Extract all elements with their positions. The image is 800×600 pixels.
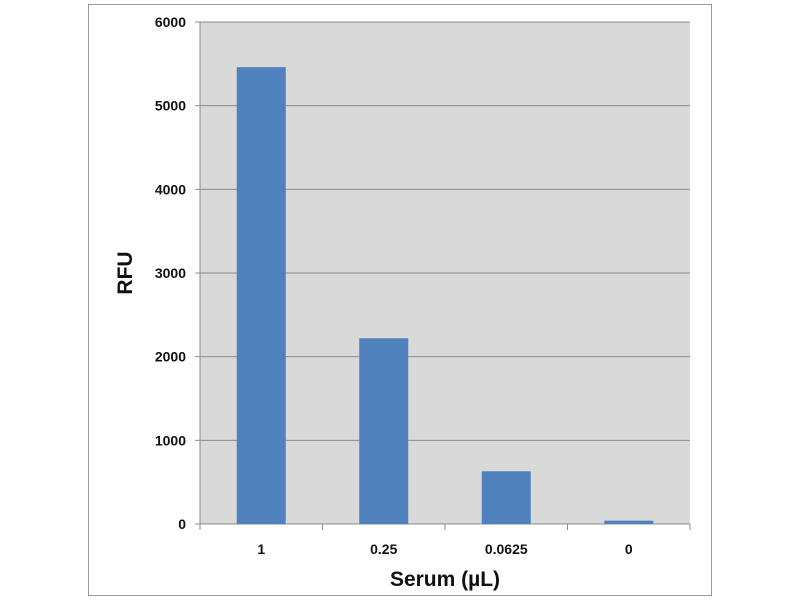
bar-1	[236, 67, 286, 525]
y-tick-label: 2000	[155, 349, 186, 365]
y-axis-label: RFU	[114, 251, 137, 294]
bar-0	[604, 520, 654, 524]
x-tick-label: 1	[257, 541, 265, 557]
y-tick-label: 5000	[155, 98, 186, 114]
chart-frame	[88, 4, 712, 596]
y-tick-label: 1000	[155, 432, 186, 448]
y-tick-label: 6000	[155, 14, 186, 30]
bar-0.0625	[481, 471, 531, 524]
y-tick-label: 4000	[155, 181, 186, 197]
x-tick-label: 0	[625, 541, 633, 557]
bars	[236, 67, 654, 525]
y-tick-label: 3000	[155, 265, 186, 281]
x-tick-label: 0.0625	[485, 541, 528, 557]
x-axis-label: Serum (µL)	[390, 568, 500, 591]
x-tick-label: 0.25	[370, 541, 397, 557]
y-tick-label: 0	[178, 516, 186, 532]
bar-0.25	[359, 338, 409, 524]
x-tick-labels: 1 0.25 0.0625 0	[257, 541, 633, 557]
y-tick-labels: 0 1000 2000 3000 4000 5000 6000	[155, 14, 186, 532]
